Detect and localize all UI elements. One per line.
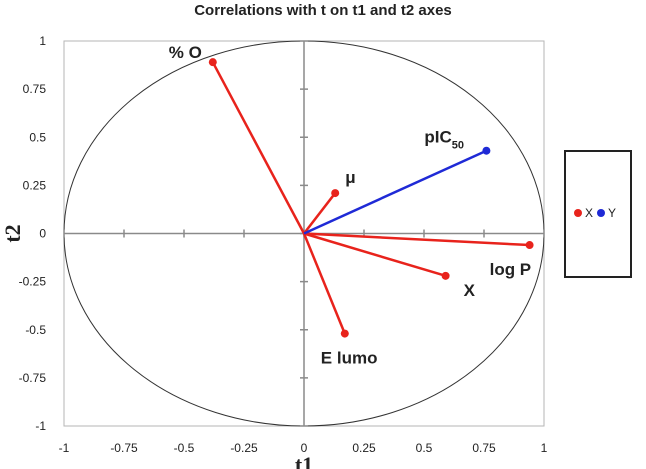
x-tick-label: -1 <box>59 441 70 455</box>
data-point <box>482 146 491 155</box>
point-label: X <box>464 281 476 300</box>
y-tick-label: -0.25 <box>19 275 47 289</box>
legend-marker-x <box>574 209 582 217</box>
legend-label-x: X <box>585 206 594 220</box>
point-label-subscript: 50 <box>452 140 464 152</box>
x-tick-label: 0.25 <box>352 441 376 455</box>
y-axis-title: t2 <box>0 224 25 242</box>
legend-item-x: X <box>574 206 593 220</box>
legend-item-y: Y <box>597 206 616 220</box>
x-tick-label: 1 <box>541 441 548 455</box>
legend: X Y <box>564 150 632 278</box>
point-label: μ <box>345 168 355 187</box>
legend-marker-y <box>597 209 606 217</box>
legend-row: X Y <box>574 206 620 220</box>
x-axis-title: t1 <box>295 452 313 469</box>
vector-line <box>211 61 306 235</box>
data-point <box>441 271 450 280</box>
y-tick-label: -1 <box>35 419 46 433</box>
x-tick-label: -0.25 <box>230 441 258 455</box>
vector-line <box>303 192 337 235</box>
point-label: log P <box>490 260 532 279</box>
vector-line <box>303 232 530 247</box>
y-tick-label: 0.25 <box>23 178 47 192</box>
point-label: pIC50 <box>424 128 464 152</box>
legend-label-y: Y <box>608 206 617 220</box>
data-point <box>331 189 340 198</box>
y-tick-label: 1 <box>39 34 46 48</box>
vector-line <box>303 232 446 278</box>
data-point <box>208 58 217 67</box>
vector-line <box>303 149 487 235</box>
x-tick-label: 0.5 <box>416 441 433 455</box>
x-tick-label: 0 <box>301 441 308 455</box>
data-point <box>340 329 349 338</box>
y-tick-label: -0.5 <box>25 323 46 337</box>
x-tick-label: 0.75 <box>472 441 496 455</box>
vector-line <box>302 233 346 335</box>
y-tick-label: 0.5 <box>29 130 46 144</box>
x-tick-label: -0.75 <box>110 441 138 455</box>
x-tick-label: -0.5 <box>174 441 195 455</box>
y-tick-label: -0.75 <box>19 371 47 385</box>
chart-title: Correlations with t on t1 and t2 axes <box>194 2 452 19</box>
y-tick-label: 0.75 <box>23 82 47 96</box>
data-point <box>525 241 534 250</box>
point-label: E lumo <box>321 349 378 368</box>
y-tick-label: 0 <box>39 227 46 241</box>
point-label: % O <box>169 43 202 62</box>
